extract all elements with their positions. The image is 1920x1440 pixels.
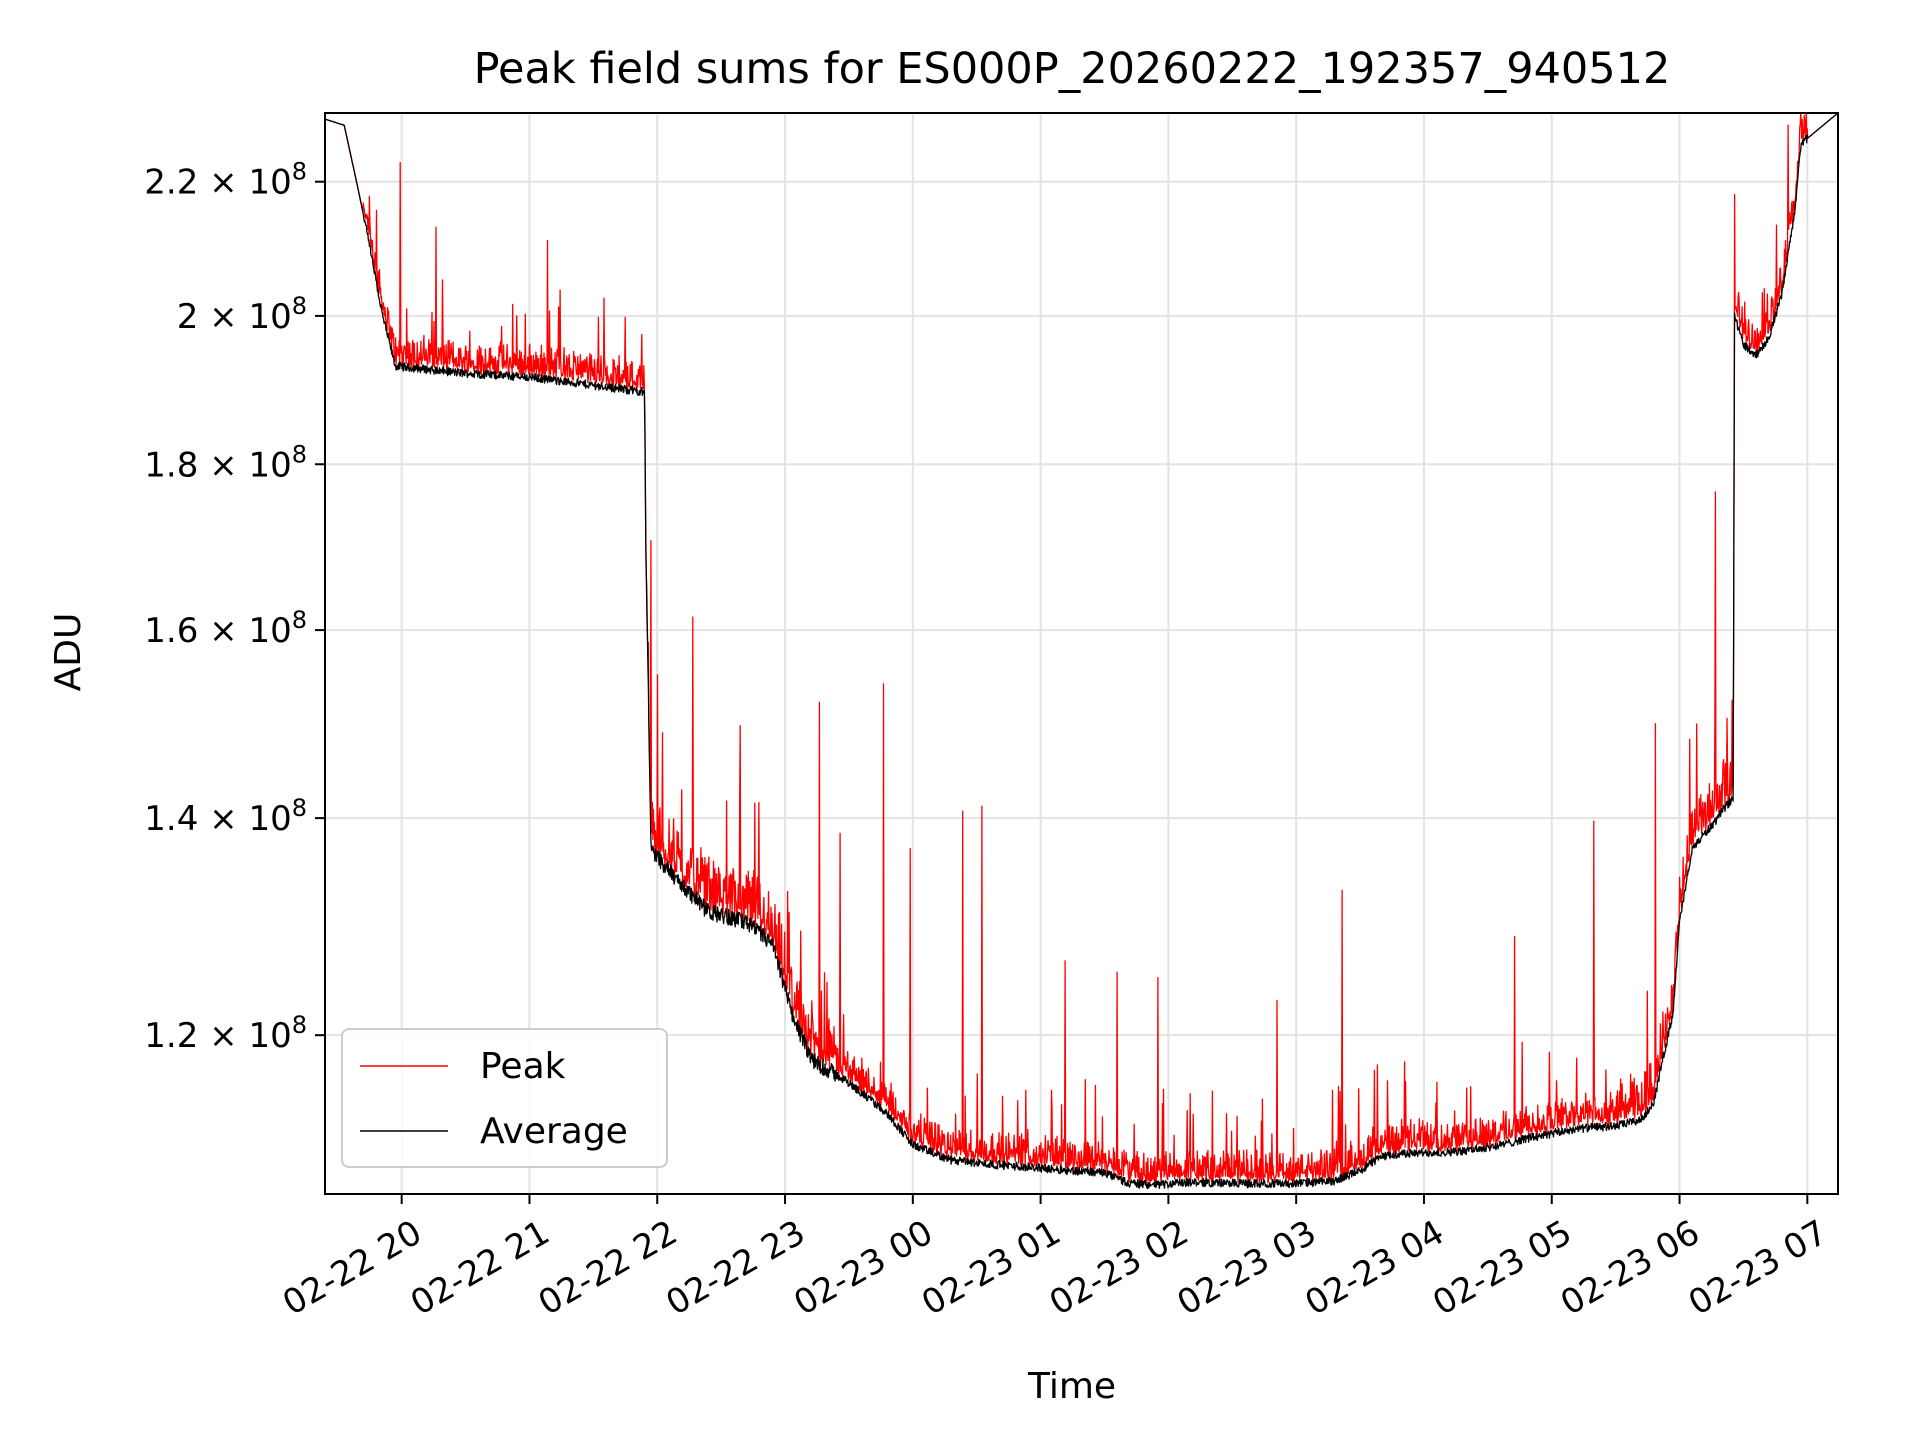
y-tick-label: 1.2 × 108 — [144, 1011, 307, 1056]
y-axis-label: ADU — [48, 613, 89, 692]
legend: Peak Average — [341, 1028, 668, 1168]
legend-label-peak: Peak — [480, 1046, 566, 1087]
y-tick-label: 1.8 × 108 — [144, 440, 307, 485]
x-axis-label: Time — [1027, 1366, 1116, 1407]
y-tick-label: 1.6 × 108 — [144, 606, 307, 651]
chart-title: Peak field sums for ES000P_20260222_1923… — [474, 44, 1671, 94]
y-tick-label: 2.2 × 108 — [144, 158, 307, 203]
legend-label-average: Average — [480, 1111, 628, 1152]
y-tick-label: 2 × 108 — [177, 292, 307, 337]
y-tick-label: 1.4 × 108 — [144, 794, 307, 839]
plot-frame — [324, 112, 1839, 1195]
legend-box — [341, 1028, 668, 1168]
series-line-peak — [324, 112, 1839, 1184]
grid-layer — [325, 113, 1838, 1194]
series-line-average — [324, 112, 1839, 1190]
series-layer — [324, 112, 1839, 1190]
